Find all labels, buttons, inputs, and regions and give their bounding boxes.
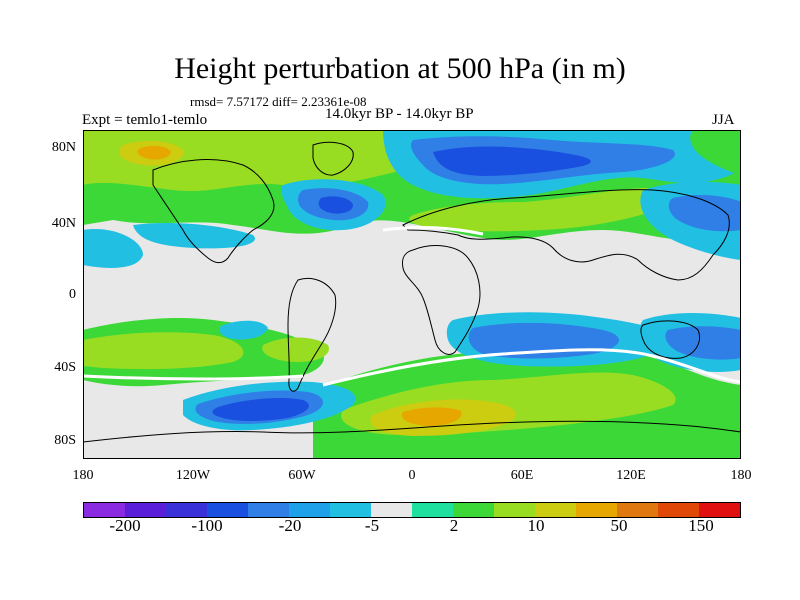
plot-title: Height perturbation at 500 hPa (in m) (174, 52, 626, 85)
map-plot (83, 130, 741, 459)
y-label-40s: 40S (54, 360, 76, 375)
colorbar-swatch (494, 503, 535, 517)
colorbar-label-m5: -5 (364, 516, 380, 535)
stats-text: rmsd= 7.57172 diff= 2.23361e-08 (190, 94, 367, 109)
colorbar (83, 502, 741, 518)
colorbar-label-150: 150 (688, 516, 714, 535)
y-label-40n: 40N (51, 216, 76, 231)
x-label-60w: 60W (288, 468, 316, 483)
contour-patch-npac-cyan (133, 223, 255, 249)
y-label-80s: 80S (54, 433, 76, 448)
contour-patch-sam-cyan (219, 320, 268, 340)
contour-band-atlantic-darkblue (318, 196, 353, 214)
x-label-60e: 60E (510, 468, 534, 483)
colorbar-swatch (166, 503, 207, 517)
colorbar-swatch (289, 503, 330, 517)
colorbar-label-m20: -20 (278, 516, 302, 535)
contour-map (83, 130, 741, 459)
colorbar-swatch (453, 503, 494, 517)
period-label: 14.0kyr BP - 14.0kyr BP (325, 106, 474, 122)
colorbar-swatch (576, 503, 617, 517)
contour-band-arctic-darkblue (433, 146, 591, 176)
coastlines (83, 141, 741, 443)
colorbar-swatch (248, 503, 289, 517)
colorbar-label-50: 50 (610, 516, 628, 535)
contour-band-north-orange (137, 145, 171, 160)
colorbar-label-10: 10 (527, 516, 545, 535)
colorbar-swatch (330, 503, 371, 517)
x-label-0: 0 (408, 468, 416, 483)
colorbar-swatch (535, 503, 576, 517)
colorbar-swatch (412, 503, 453, 517)
contour-lines (83, 225, 741, 387)
colorbar-swatch (84, 503, 125, 517)
y-label-80n: 80N (51, 140, 76, 155)
colorbar-swatch (617, 503, 658, 517)
x-label-120e: 120E (616, 468, 646, 483)
map-frame (83, 130, 741, 459)
x-label-180e: 180 (730, 468, 752, 483)
colorbar-swatch (207, 503, 248, 517)
contour-band-s-america-yellow (262, 337, 329, 362)
x-label-180w: 180 (72, 468, 94, 483)
colorbar-label-m200: -200 (109, 516, 141, 535)
colorbar-swatch (699, 503, 740, 517)
contour-band-europe-yellow (409, 188, 674, 232)
contour-patch-pacific-cyan (83, 229, 143, 268)
contour-band-southeast-orange (401, 407, 462, 426)
contour-band-australia-blue (665, 326, 741, 360)
contour-band-eastasia-blue (668, 195, 741, 232)
season-label: JJA (712, 112, 735, 128)
x-label-120w: 120W (175, 468, 211, 483)
colorbar-label-2: 2 (449, 516, 459, 535)
contour-band-ne-green (690, 130, 741, 175)
colorbar-swatch (658, 503, 699, 517)
y-label-0: 0 (69, 287, 76, 302)
colorbar-label-m100: -100 (191, 516, 223, 535)
colorbar-swatch (125, 503, 166, 517)
contour-band-spac-darkblue (212, 398, 309, 421)
experiment-label: Expt = temlo1-temlo (82, 112, 208, 128)
contour-band-south-yellowgreen (83, 332, 244, 370)
colorbar-swatch (371, 503, 412, 517)
